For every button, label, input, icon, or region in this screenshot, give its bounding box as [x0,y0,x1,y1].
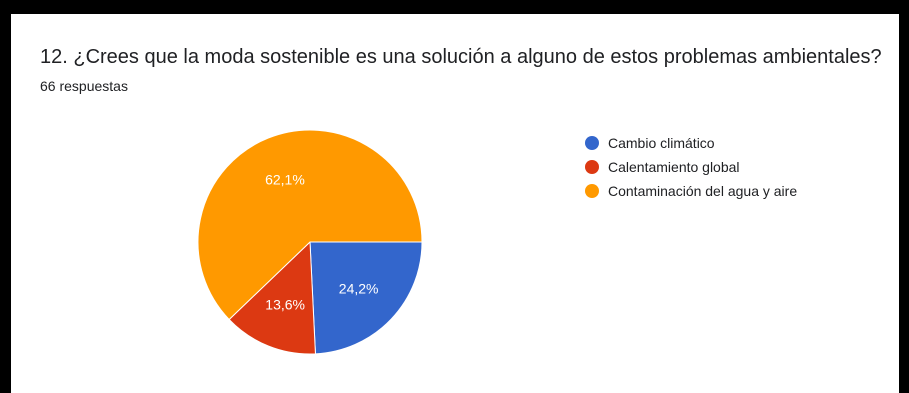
legend-swatch [585,136,599,150]
pie-slice-label-3: 62,1% [265,172,305,188]
legend-swatch [585,160,599,174]
pie-slice-1[interactable] [309,241,423,355]
pie-slice-label-2: 13,6% [265,296,305,312]
response-count: 66 respuestas [40,78,128,94]
question-title: 12. ¿Crees que la moda sostenible es una… [40,46,882,68]
legend-item-calentamiento-global[interactable]: Calentamiento global [585,155,797,179]
pie-slice-2[interactable] [228,240,316,355]
chart-legend: Cambio climático Calentamiento global Co… [585,131,797,203]
legend-label: Contaminación del agua y aire [608,183,798,199]
legend-item-contaminacion[interactable]: Contaminación del agua y aire [585,179,797,203]
legend-label: Calentamiento global [608,159,740,175]
pie-slice-label-1: 24,2% [339,280,379,296]
question-card: 12. ¿Crees que la moda sostenible es una… [11,14,899,393]
legend-item-cambio-climatico[interactable]: Cambio climático [585,131,797,155]
pie-slice-3[interactable] [197,129,423,321]
legend-swatch [585,184,599,198]
legend-label: Cambio climático [608,135,715,151]
pie-chart: 24,2% 13,6% 62,1% [197,129,423,355]
